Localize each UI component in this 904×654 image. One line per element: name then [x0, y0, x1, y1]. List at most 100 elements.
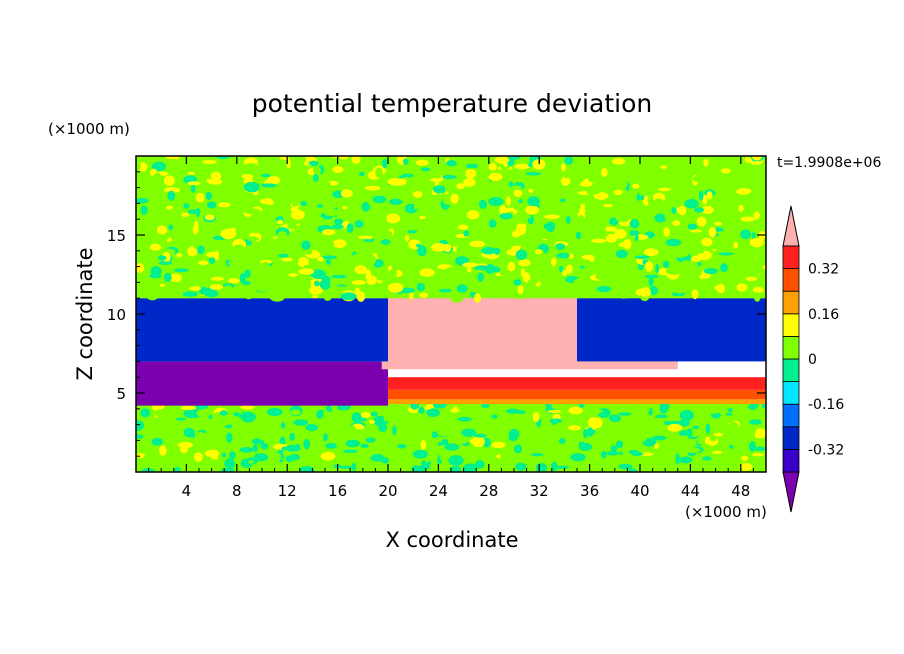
contour-speckle	[637, 434, 648, 442]
contour-speckle	[183, 203, 190, 209]
contour-speckle	[593, 229, 598, 239]
x-axis-label: X coordinate	[385, 528, 518, 552]
contour-speckle	[346, 223, 354, 233]
y-axis-ticks: 5 10 15	[107, 171, 766, 457]
contour-speckle	[300, 201, 307, 207]
contour-speckle	[403, 158, 409, 165]
contour-speckle	[515, 249, 528, 261]
contour-speckle	[301, 240, 311, 250]
contour-speckle	[596, 285, 612, 293]
contour-speckle	[751, 164, 760, 171]
contour-speckle	[560, 176, 571, 186]
contour-speckle	[416, 282, 425, 292]
contour-speckle	[491, 414, 498, 419]
contour-speckle	[608, 414, 622, 422]
contour-speckle	[508, 434, 518, 442]
contour-speckle	[210, 440, 220, 449]
contour-speckle	[354, 220, 364, 228]
contour-speckle	[388, 198, 403, 205]
contour-speckle	[305, 250, 313, 255]
contour-speckle	[386, 213, 401, 224]
contour-speckle	[553, 156, 559, 164]
contour-speckle	[565, 215, 571, 224]
contour-speckle	[601, 167, 608, 177]
contour-speckle	[251, 438, 264, 445]
contour-speckle	[665, 266, 682, 275]
contour-speckle	[671, 207, 677, 214]
contour-speckle	[672, 220, 681, 227]
colorbar-swatch	[782, 290, 800, 315]
contour-speckle	[716, 283, 726, 294]
contour-speckle	[554, 204, 569, 211]
contour-speckle	[701, 205, 714, 214]
contour-speckle	[469, 240, 485, 248]
contour-speckle	[157, 255, 167, 261]
contour-speckle	[549, 236, 556, 247]
contour-speckle	[465, 163, 478, 169]
contour-speckle	[736, 283, 748, 292]
contour-speckle	[274, 452, 281, 462]
contour-speckle	[570, 453, 586, 462]
colorbar-label: 0.16	[808, 307, 839, 323]
contour-speckle	[578, 441, 586, 447]
contour-speckle	[334, 286, 349, 290]
contour-speckle	[144, 190, 149, 195]
contour-speckle	[457, 224, 469, 230]
contour-speckle	[380, 239, 391, 245]
contour-speckle	[367, 449, 376, 454]
contour-speckle	[358, 235, 373, 240]
contour-speckle	[444, 443, 460, 451]
contour-speckle	[136, 160, 141, 171]
contour-speckle	[239, 272, 246, 284]
contour-speckle	[600, 450, 607, 459]
contour-speckle	[611, 157, 626, 165]
contour-speckle	[735, 188, 752, 195]
colorbar-swatch	[782, 335, 800, 360]
contour-speckle	[623, 238, 632, 250]
colorbar: 0.32 0.16 0 -0.16 -0.32	[782, 205, 844, 513]
contour-speckle	[189, 286, 202, 291]
contour-speckle	[751, 231, 756, 239]
contour-speckle	[615, 440, 624, 449]
contour-speckle	[315, 179, 331, 189]
contour-speckle	[316, 410, 324, 419]
contour-speckle	[579, 207, 586, 215]
contour-speckle	[525, 205, 540, 215]
contour-speckle	[463, 230, 470, 237]
colorbar-swatch	[782, 448, 800, 473]
contour-speckle	[313, 443, 324, 449]
contour-speckle	[556, 252, 570, 259]
contour-speckle	[587, 215, 600, 225]
contour-speckle	[177, 441, 194, 449]
contour-speckle	[620, 295, 628, 299]
contour-speckle	[156, 225, 168, 235]
contour-speckle	[285, 455, 294, 463]
contour-speckle	[320, 451, 336, 461]
contour-speckle	[146, 292, 159, 301]
contour-speckle	[164, 434, 178, 441]
contour-speckle	[365, 254, 376, 266]
contour-speckle	[351, 412, 362, 423]
contour-speckle	[543, 223, 550, 229]
contour-speckle	[347, 409, 354, 413]
contour-speckle	[552, 423, 564, 433]
contour-speckle	[605, 234, 618, 243]
contour-speckle	[239, 446, 254, 453]
x-axis-ticks: 4 8 12 16 20 24 28 32 36 40 44 48	[148, 156, 754, 500]
contour-speckle	[411, 426, 428, 436]
contour-speckle	[631, 423, 643, 435]
contour-speckle	[279, 436, 286, 446]
contour-speckle	[441, 438, 449, 446]
contour-speckle	[225, 285, 233, 291]
contour-speckle	[555, 243, 566, 251]
contour-speckle	[711, 279, 724, 284]
contour-speckle	[681, 181, 691, 191]
contour-speckle	[431, 243, 448, 252]
contour-speckle	[385, 185, 393, 191]
colorbar-label: 0.32	[808, 262, 839, 278]
contour-speckle	[708, 226, 717, 238]
contour-speckle	[241, 198, 250, 204]
contour-speckle	[394, 408, 406, 416]
contour-speckle	[703, 267, 719, 275]
contour-speckle	[290, 209, 305, 220]
